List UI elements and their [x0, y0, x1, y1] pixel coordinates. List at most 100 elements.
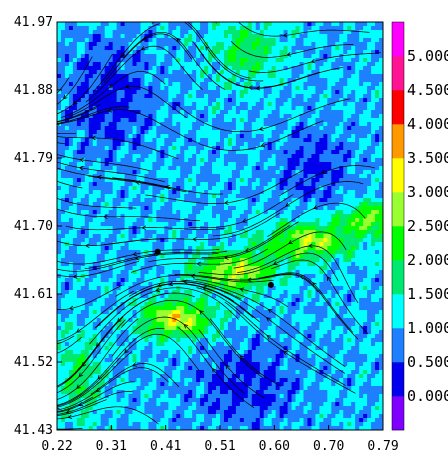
- heatmap-cell: [243, 114, 249, 119]
- heatmap-cell: [72, 66, 78, 71]
- heatmap-cell: [136, 330, 141, 335]
- heatmap-cell: [184, 214, 189, 219]
- heatmap-cell: [152, 202, 157, 207]
- heatmap-cell: [80, 146, 86, 151]
- heatmap-cell: [148, 422, 153, 427]
- heatmap-cell: [188, 106, 193, 111]
- heatmap-cell: [172, 306, 177, 311]
- heatmap-cell: [239, 338, 245, 343]
- heatmap-cell: [60, 318, 66, 323]
- heatmap-cell: [168, 250, 173, 255]
- heatmap-cell: [88, 242, 94, 247]
- heatmap-cell: [84, 338, 90, 343]
- heatmap-cell: [168, 90, 173, 95]
- heatmap-cell: [204, 414, 209, 419]
- heatmap-cell: [68, 162, 74, 167]
- heatmap-cell: [172, 350, 177, 355]
- heatmap-cell: [64, 170, 70, 175]
- heatmap-cell: [247, 366, 253, 371]
- heatmap-cell: [128, 82, 133, 87]
- heatmap-cell: [168, 102, 173, 107]
- heatmap-cell: [96, 198, 102, 203]
- heatmap-cell: [148, 118, 153, 123]
- heatmap-cell: [196, 362, 201, 367]
- heatmap-cell: [223, 246, 229, 251]
- heatmap-cell: [60, 46, 66, 51]
- heatmap-cell: [172, 86, 177, 91]
- heatmap-cell: [227, 74, 233, 79]
- heatmap-cell: [176, 238, 181, 243]
- heatmap-cell: [196, 74, 201, 79]
- heatmap-cell: [132, 26, 137, 31]
- heatmap-cell: [84, 410, 90, 415]
- heatmap-cell: [84, 426, 90, 430]
- heatmap-cell: [180, 126, 185, 131]
- heatmap-cell: [168, 234, 173, 239]
- heatmap-cell: [208, 238, 213, 243]
- heatmap-cell: [92, 358, 98, 363]
- heatmap-cell: [156, 358, 161, 363]
- heatmap-cell: [152, 382, 157, 387]
- heatmap-cell: [76, 58, 82, 63]
- heatmap-cell: [180, 242, 185, 247]
- heatmap-cell: [184, 378, 189, 383]
- heatmap-cell: [180, 66, 185, 71]
- heatmap-cell: [60, 290, 66, 295]
- heatmap-cell: [152, 130, 157, 135]
- heatmap-cell: [168, 158, 173, 163]
- heatmap-cell: [208, 386, 213, 391]
- heatmap-cell: [144, 346, 149, 351]
- heatmap-cell: [192, 54, 197, 59]
- heatmap-cell: [104, 202, 110, 207]
- heatmap-cell: [148, 150, 153, 155]
- heatmap-cell: [247, 114, 253, 119]
- heatmap-cell: [200, 62, 205, 67]
- heatmap-cell: [128, 54, 133, 59]
- heatmap-cell: [247, 198, 253, 203]
- heatmap-cell: [196, 30, 201, 35]
- heatmap-cell: [116, 254, 122, 259]
- heatmap-cell: [227, 22, 233, 27]
- heatmap-cell: [196, 406, 201, 411]
- heatmap-cell: [140, 230, 145, 235]
- heatmap-cell: [84, 382, 90, 387]
- heatmap-cell: [152, 426, 157, 430]
- heatmap-cell: [180, 174, 185, 179]
- heatmap-cell: [72, 210, 78, 215]
- heatmap-cell: [160, 54, 165, 59]
- heatmap-cell: [148, 410, 153, 415]
- heatmap-cell: [88, 414, 94, 419]
- heatmap-cell: [247, 158, 253, 163]
- heatmap-cell: [57, 294, 62, 299]
- heatmap-cell: [156, 146, 161, 151]
- heatmap-cell: [112, 370, 118, 375]
- heatmap-cell: [112, 386, 118, 391]
- heatmap-cell: [57, 86, 62, 91]
- heatmap-cell: [243, 122, 249, 127]
- heatmap-cell: [176, 322, 181, 327]
- heatmap-cell: [243, 158, 249, 163]
- heatmap-cell: [72, 306, 78, 311]
- heatmap-cell: [136, 42, 141, 47]
- heatmap-cell: [64, 366, 70, 371]
- heatmap-cell: [120, 394, 125, 399]
- heatmap-cell: [180, 346, 185, 351]
- heatmap-cell: [57, 138, 62, 143]
- heatmap-cell: [136, 358, 141, 363]
- heatmap-cell: [80, 374, 86, 379]
- heatmap-cell: [208, 166, 213, 171]
- heatmap-cell: [100, 154, 106, 159]
- heatmap-cell: [231, 186, 237, 191]
- heatmap-cell: [120, 94, 125, 99]
- heatmap-cell: [68, 278, 74, 283]
- heatmap-cell: [100, 86, 106, 91]
- heatmap-cell: [168, 178, 173, 183]
- heatmap-cell: [144, 110, 149, 115]
- heatmap-cell: [180, 406, 185, 411]
- heatmap-cell: [108, 398, 114, 403]
- heatmap-cell: [227, 102, 233, 107]
- heatmap-cell: [148, 54, 153, 59]
- heatmap-cell: [60, 130, 66, 135]
- heatmap-cell: [112, 274, 118, 279]
- heatmap-cell: [204, 218, 209, 223]
